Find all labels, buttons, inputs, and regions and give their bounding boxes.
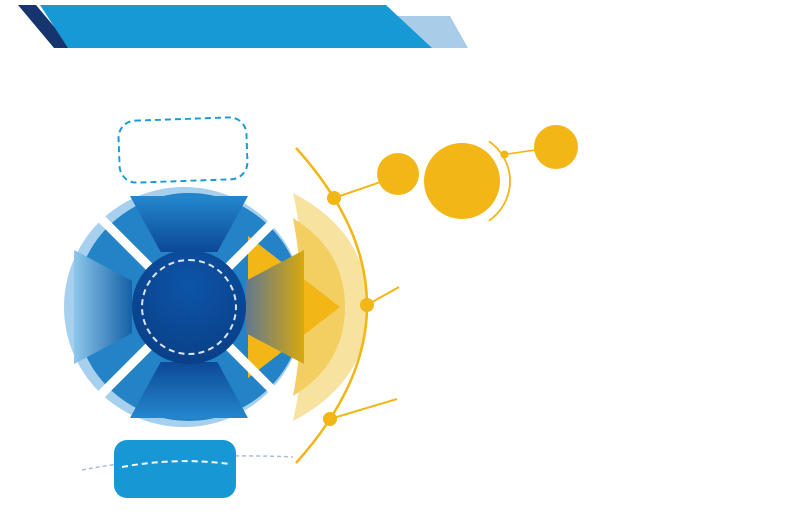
page-banner [40, 5, 432, 48]
center-circle-skill-general [132, 250, 246, 364]
sub-course-circle [534, 125, 578, 169]
center-dashed-ring [141, 259, 237, 355]
badge-general-quality-course [116, 115, 250, 185]
post-circle [377, 153, 419, 195]
center-char [139, 304, 160, 323]
course-circle [424, 143, 500, 219]
badge-skill-general-course [114, 440, 236, 498]
center-char [218, 304, 239, 323]
